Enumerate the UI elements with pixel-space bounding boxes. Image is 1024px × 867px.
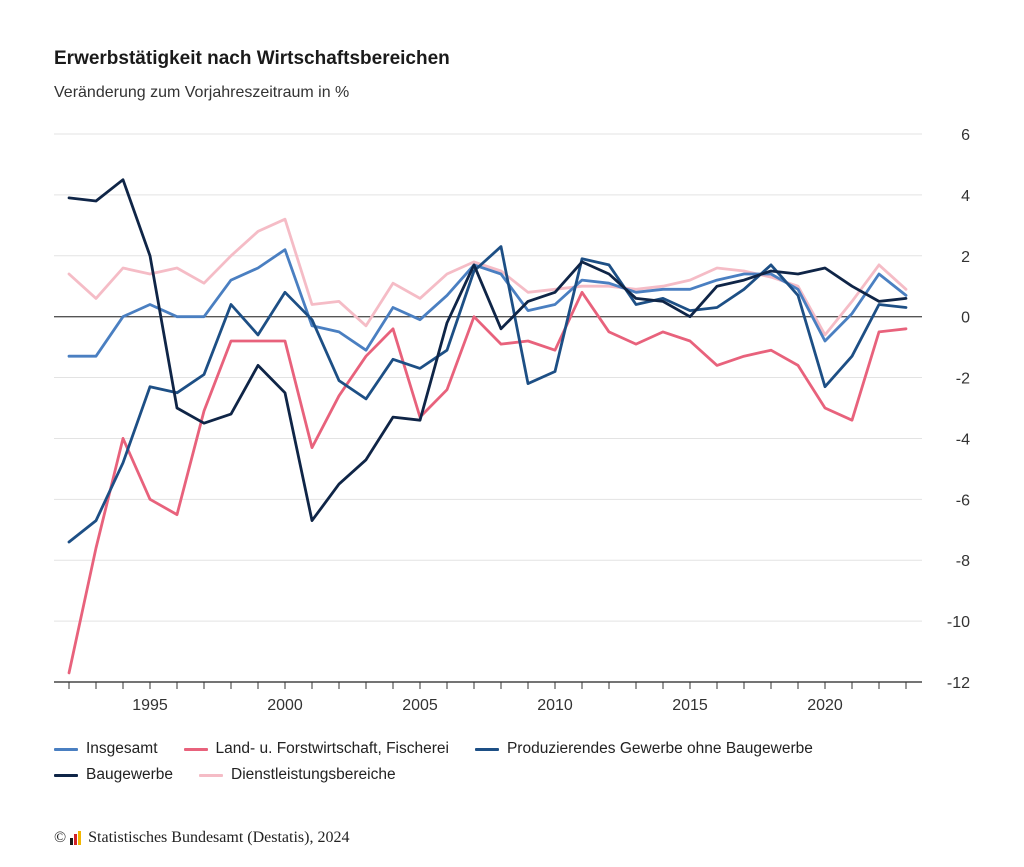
legend-swatch <box>54 773 78 777</box>
series-line-dienstleistungsbereiche <box>67 217 908 337</box>
y-tick-label: -2 <box>956 371 970 388</box>
legend-item: Insgesamt <box>54 740 158 758</box>
legend-label: Produzierendes Gewerbe ohne Baugewerbe <box>506 740 813 757</box>
x-tick-label: 2000 <box>267 697 303 714</box>
legend-swatch <box>183 747 208 751</box>
y-tick-label: -8 <box>956 553 970 570</box>
chart-subtitle: Veränderung zum Vorjahreszeitraum in % <box>54 84 350 101</box>
line-chart: 6 4 2 0 -2 -4 -6 -8 -10 -12 1995 2000 2005 2010 2015 2… <box>54 127 970 714</box>
series-line-insgesamt <box>67 248 908 358</box>
x-tick-label: 1995 <box>132 697 168 714</box>
legend-item: Baugewerbe <box>54 766 173 784</box>
x-tick-label: 2010 <box>537 697 573 714</box>
y-tick-label: -4 <box>956 431 970 448</box>
series-lines <box>67 178 908 675</box>
source-footer: © Statistisches Bundesamt (Destatis), 20… <box>54 829 349 847</box>
x-tick-label: 2005 <box>402 697 438 714</box>
legend: Insgesamt Land- u. Forstwirtschaft, Fisch… <box>54 736 954 788</box>
legend-label: Baugewerbe <box>86 766 174 783</box>
y-tick-label: 6 <box>961 127 970 144</box>
legend-swatch <box>474 747 499 751</box>
x-tick-label: 2020 <box>807 697 843 714</box>
y-tick-label: 2 <box>961 249 970 266</box>
legend-item: Produzierendes Gewerbe ohne Baugewerbe <box>474 740 813 758</box>
series-line-land-u-forstwirtschaft-fischerei <box>67 290 908 675</box>
legend-row: Insgesamt Land- u. Forstwirtschaft, Fisch… <box>54 736 954 762</box>
y-tick-label: 0 <box>961 310 970 327</box>
grid-lines <box>54 133 922 622</box>
x-tick-label: 2015 <box>672 697 708 714</box>
chart-title: Erwerbstätigkeit nach Wirtschaftsbereich… <box>54 48 450 69</box>
legend-label: Insgesamt <box>86 740 158 757</box>
legend-item: Dienstleistungsbereiche <box>199 766 396 784</box>
source-text: Statistisches Bundesamt (Destatis), 2024 <box>88 829 350 846</box>
copyright-symbol: © <box>54 829 67 846</box>
legend-item: Land- u. Forstwirtschaft, Fischerei <box>183 740 449 758</box>
legend-swatch <box>199 773 224 777</box>
series-line-baugewerbe <box>67 178 908 522</box>
y-tick-label: -6 <box>956 492 970 509</box>
legend-row: Baugewerbe Dienstleistungsbereiche <box>54 762 954 788</box>
y-axis-ticks: 6 4 2 0 -2 -4 -6 -8 -10 -12 <box>947 127 970 692</box>
y-tick-label: -12 <box>947 675 970 692</box>
destatis-logo-icon <box>70 831 82 845</box>
x-axis: 1995 2000 2005 2010 2015 2020 <box>54 681 922 714</box>
legend-swatch <box>54 747 78 751</box>
y-tick-label: 4 <box>961 188 970 205</box>
y-tick-label: -10 <box>947 614 970 631</box>
legend-label: Land- u. Forstwirtschaft, Fischerei <box>215 740 449 757</box>
series-line-produzierendes-gewerbe-ohne-baugewerbe <box>67 245 908 544</box>
legend-label: Dienstleistungsbereiche <box>231 766 396 783</box>
